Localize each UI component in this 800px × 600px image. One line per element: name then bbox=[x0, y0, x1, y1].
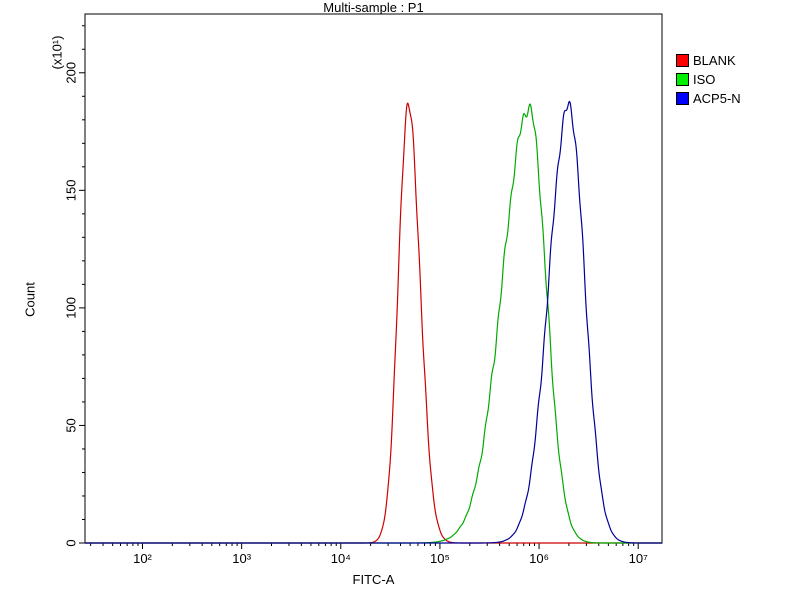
x-axis-title: FITC-A bbox=[352, 572, 395, 587]
legend-item: BLANK bbox=[676, 53, 741, 68]
plot-frame bbox=[84, 13, 663, 544]
y-axis-tick-label: 100 bbox=[63, 297, 78, 319]
legend-label: ACP5-N bbox=[693, 91, 741, 106]
y-axis-tick-label: 0 bbox=[63, 539, 78, 546]
histogram-curve-acp5-n bbox=[84, 100, 663, 544]
histogram-curve-blank bbox=[84, 102, 663, 544]
legend-label: ISO bbox=[693, 72, 716, 87]
legend-swatch bbox=[676, 54, 689, 67]
x-axis-tick-label: 10³ bbox=[232, 551, 251, 566]
x-axis-tick-label: 10⁴ bbox=[331, 551, 351, 566]
histogram-curve-iso bbox=[84, 103, 663, 544]
legend-swatch bbox=[676, 92, 689, 105]
legend-label: BLANK bbox=[693, 53, 736, 68]
x-axis-tick-label: 10⁷ bbox=[629, 551, 648, 566]
legend-item: ACP5-N bbox=[676, 91, 741, 106]
x-axis-tick-label: 10⁶ bbox=[529, 551, 549, 566]
y-axis-tick-label: 50 bbox=[63, 418, 78, 432]
y-axis-tick-label: 150 bbox=[63, 179, 78, 201]
x-axis-tick-label: 10² bbox=[133, 551, 152, 566]
chart-title: Multi-sample : P1 bbox=[323, 0, 424, 15]
legend: BLANK ISO ACP5-N bbox=[676, 53, 741, 110]
x-axis-tick-label: 10⁵ bbox=[430, 551, 450, 566]
y-axis-tick-label: 200 bbox=[63, 62, 78, 84]
legend-swatch bbox=[676, 73, 689, 86]
legend-item: ISO bbox=[676, 72, 741, 87]
